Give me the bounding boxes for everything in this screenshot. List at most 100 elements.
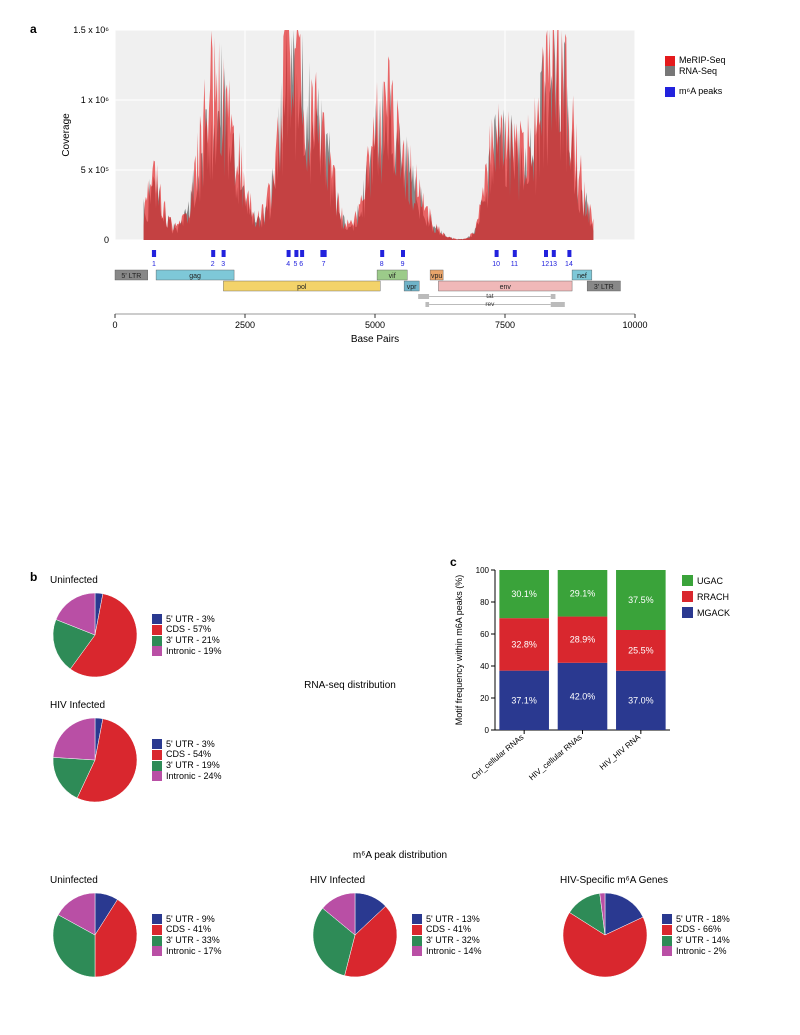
svg-text:9: 9 [401,261,405,268]
svg-text:28.9%: 28.9% [570,635,596,645]
pie-legend-item: Intronic - 19% [152,646,222,657]
pie-legend-item: 5' UTR - 9% [152,914,222,925]
svg-text:RRACH: RRACH [697,592,729,602]
pie-legend-item: Intronic - 14% [412,946,482,957]
legend-label: CDS - 57% [166,624,211,634]
pie-legend: 5' UTR - 3%CDS - 54%3' UTR - 19%Intronic… [152,739,222,782]
svg-text:2: 2 [211,261,215,268]
svg-text:vif: vif [389,273,396,280]
svg-text:12: 12 [541,261,549,268]
pie-m6a-hivspec: HIV-Specific m⁶A Genes5' UTR - 18%CDS - … [560,875,730,980]
legend-label: CDS - 66% [676,924,721,934]
svg-text:10000: 10000 [622,320,647,330]
svg-text:tat: tat [486,293,493,300]
m6a-label: m⁶A peaks [679,86,722,96]
svg-text:vpu: vpu [431,273,442,280]
svg-text:1.5 x 10⁶: 1.5 x 10⁶ [73,25,109,35]
svg-text:60: 60 [480,630,489,639]
svg-text:0: 0 [104,235,109,245]
svg-text:MGACK: MGACK [697,608,730,618]
svg-text:7500: 7500 [495,320,515,330]
svg-text:Motif frequency within m6A pea: Motif frequency within m6A peaks (%) [454,575,464,726]
svg-text:Coverage: Coverage [61,113,72,157]
svg-text:37.1%: 37.1% [511,695,537,705]
svg-text:pol: pol [297,284,307,291]
pie-legend-item: Intronic - 2% [662,946,730,957]
legend-swatch [152,946,162,956]
pie-chart [560,890,650,980]
legend-label: 3' UTR - 14% [676,935,730,945]
merip-label: MeRIP-Seq [679,55,726,65]
legend-swatch [412,925,422,935]
legend-label: Intronic - 2% [676,946,727,956]
svg-text:rev: rev [485,301,495,308]
svg-text:Base Pairs: Base Pairs [351,334,399,345]
pie-title: HIV Infected [310,875,482,886]
pie-legend-item: 3' UTR - 21% [152,635,222,646]
pie-rnaseq-uninfected: Uninfected5' UTR - 3%CDS - 57%3' UTR - 2… [50,575,222,680]
pie-m6a-hiv: HIV Infected 5' UTR - 13%CDS - 41%3' UTR … [310,875,482,980]
pie-chart [50,890,140,980]
legend-swatch [152,625,162,635]
legend-swatch [662,936,672,946]
rnaseq-dist-title: RNA-seq distribution [260,680,440,691]
svg-text:5: 5 [293,261,297,268]
svg-text:env: env [500,284,512,291]
pie-legend-item: 5' UTR - 3% [152,614,222,625]
svg-text:1: 1 [152,261,156,268]
legend-swatch [152,739,162,749]
panel-b-label: b [30,570,37,584]
legend-label: Intronic - 19% [166,646,222,656]
legend-label: 5' UTR - 18% [676,914,730,924]
legend-swatch [662,914,672,924]
svg-text:0: 0 [112,320,117,330]
panel-a-legend: MeRIP-Seq RNA-Seq m⁶A peaks [665,55,726,97]
legend-swatch [412,936,422,946]
svg-text:32.8%: 32.8% [511,639,537,649]
pie-legend-item: 3' UTR - 32% [412,935,482,946]
svg-text:5 x 10⁵: 5 x 10⁵ [81,165,110,175]
svg-text:5' LTR: 5' LTR [121,273,141,280]
pie-legend-item: 3' UTR - 14% [662,935,730,946]
legend-label: 5' UTR - 3% [166,739,215,749]
legend-swatch [412,946,422,956]
pie-chart [310,890,400,980]
svg-text:29.1%: 29.1% [570,588,596,598]
pie-legend-item: 3' UTR - 19% [152,760,222,771]
svg-text:3' LTR: 3' LTR [594,284,614,291]
merip-swatch [665,56,675,66]
pie-legend: 5' UTR - 18%CDS - 66%3' UTR - 14%Introni… [662,914,730,957]
svg-text:100: 100 [476,566,490,575]
svg-text:30.1%: 30.1% [511,589,537,599]
svg-text:6: 6 [299,261,303,268]
pie-chart [50,590,140,680]
pie-legend: 5' UTR - 3%CDS - 57%3' UTR - 21%Intronic… [152,614,222,657]
legend-label: 3' UTR - 19% [166,760,220,770]
legend-swatch [412,914,422,924]
rnaseq-label: RNA-Seq [679,66,717,76]
svg-text:14: 14 [565,261,573,268]
legend-label: 5' UTR - 3% [166,614,215,624]
svg-text:HIV_HIV RNA: HIV_HIV RNA [598,732,643,772]
legend-label: 5' UTR - 13% [426,914,480,924]
legend-swatch [152,761,162,771]
svg-text:3: 3 [221,261,225,268]
legend-swatch [152,914,162,924]
m6a-swatch [665,87,675,97]
svg-text:vpr: vpr [407,284,417,291]
legend-label: Intronic - 17% [166,946,222,956]
pie-legend-item: CDS - 57% [152,624,222,635]
svg-text:7: 7 [322,261,326,268]
svg-text:37.5%: 37.5% [628,595,654,605]
pie-legend-item: Intronic - 17% [152,946,222,957]
legend-label: CDS - 54% [166,749,211,759]
pie-legend-item: Intronic - 24% [152,771,222,782]
pie-chart [50,715,140,805]
svg-text:nef: nef [577,273,587,280]
svg-text:gag: gag [189,273,201,280]
coverage-chart: 05 x 10⁵1 x 10⁶1.5 x 10⁶Coverage12345678… [55,20,655,360]
svg-text:13: 13 [549,261,557,268]
svg-text:0: 0 [485,726,490,735]
pie-legend: 5' UTR - 13%CDS - 41%3' UTR - 32%Introni… [412,914,482,957]
legend-label: CDS - 41% [426,924,471,934]
